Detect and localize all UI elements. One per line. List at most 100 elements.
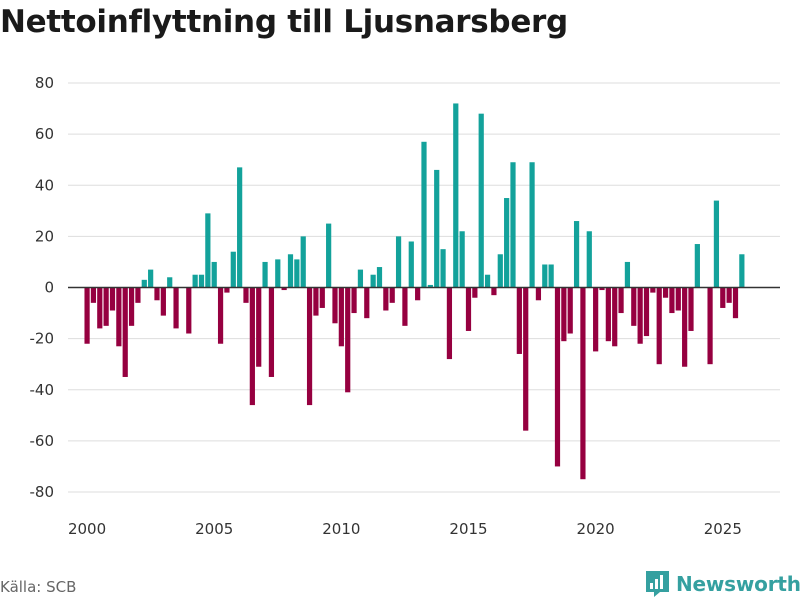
bar[interactable] — [453, 103, 459, 288]
bar[interactable] — [294, 259, 300, 288]
bar[interactable] — [128, 287, 135, 326]
bar[interactable] — [141, 279, 147, 288]
bar[interactable] — [529, 162, 535, 288]
bar[interactable] — [593, 287, 599, 352]
bar[interactable] — [116, 287, 122, 347]
bar[interactable] — [300, 236, 306, 288]
bar[interactable] — [364, 287, 370, 319]
bar[interactable] — [682, 287, 688, 367]
bar[interactable] — [306, 287, 313, 406]
bar[interactable] — [446, 287, 453, 360]
bar[interactable] — [624, 261, 631, 288]
bar[interactable] — [319, 287, 325, 308]
bar[interactable] — [217, 287, 224, 344]
bar[interactable] — [580, 287, 586, 480]
bar[interactable] — [408, 241, 414, 288]
bar[interactable] — [650, 287, 656, 293]
bar[interactable] — [211, 261, 217, 288]
bar[interactable] — [434, 169, 440, 288]
bar[interactable] — [586, 231, 592, 288]
bar[interactable] — [345, 287, 351, 393]
bar[interactable] — [237, 167, 243, 288]
bar[interactable] — [637, 287, 643, 344]
bar[interactable] — [97, 287, 103, 329]
bar[interactable] — [230, 251, 236, 288]
bar[interactable] — [631, 287, 637, 326]
bar[interactable] — [732, 287, 739, 319]
bar[interactable] — [427, 284, 433, 288]
bar[interactable] — [605, 287, 611, 342]
bar[interactable] — [707, 287, 713, 365]
bar[interactable] — [370, 274, 376, 288]
bar[interactable] — [497, 254, 503, 288]
bar[interactable] — [192, 274, 198, 288]
bar[interactable] — [135, 287, 141, 303]
bar[interactable] — [154, 287, 160, 301]
bar[interactable] — [516, 287, 522, 354]
bar[interactable] — [662, 287, 669, 298]
bar[interactable] — [567, 287, 573, 334]
bar[interactable] — [599, 287, 605, 291]
bar[interactable] — [491, 287, 497, 296]
bar[interactable] — [90, 287, 97, 303]
bar[interactable] — [357, 269, 364, 288]
bar[interactable] — [618, 287, 624, 314]
bar[interactable] — [351, 287, 357, 314]
bar[interactable] — [383, 287, 389, 311]
bar[interactable] — [167, 277, 173, 288]
bar[interactable] — [275, 259, 281, 288]
bar[interactable] — [421, 141, 427, 288]
bar[interactable] — [669, 287, 675, 314]
bar[interactable] — [198, 274, 205, 288]
bar[interactable] — [561, 287, 567, 342]
bar[interactable] — [243, 287, 249, 303]
bar[interactable] — [376, 267, 383, 288]
bar[interactable] — [84, 287, 90, 344]
bar[interactable] — [205, 213, 211, 288]
bar[interactable] — [281, 287, 287, 291]
brand-logo[interactable]: Newsworthy — [645, 569, 800, 599]
bar[interactable] — [510, 162, 516, 288]
bar[interactable] — [573, 221, 580, 288]
bar[interactable] — [720, 287, 726, 308]
bar[interactable] — [554, 287, 561, 467]
bar[interactable] — [478, 113, 484, 288]
bar[interactable] — [160, 287, 166, 316]
bar[interactable] — [542, 264, 548, 288]
bar[interactable] — [415, 287, 421, 301]
bar[interactable] — [465, 287, 472, 331]
bar[interactable] — [643, 287, 650, 337]
bar[interactable] — [484, 274, 491, 288]
bar[interactable] — [256, 287, 262, 367]
bar[interactable] — [535, 287, 542, 301]
bar[interactable] — [389, 287, 395, 303]
bar[interactable] — [186, 287, 192, 334]
bar[interactable] — [332, 287, 338, 324]
bar[interactable] — [675, 287, 681, 311]
bar[interactable] — [688, 287, 694, 331]
bar[interactable] — [504, 198, 510, 288]
bar[interactable] — [173, 287, 179, 329]
bar[interactable] — [313, 287, 319, 316]
bar[interactable] — [326, 223, 332, 288]
bar[interactable] — [523, 287, 529, 431]
bar[interactable] — [612, 287, 618, 347]
bar[interactable] — [472, 287, 478, 298]
bar[interactable] — [440, 249, 446, 288]
bar[interactable] — [694, 244, 700, 288]
bar[interactable] — [338, 287, 344, 347]
bar[interactable] — [459, 231, 465, 288]
bar[interactable] — [402, 287, 408, 326]
bar[interactable] — [262, 261, 268, 288]
bar[interactable] — [739, 254, 745, 288]
bar[interactable] — [287, 254, 294, 288]
bar[interactable] — [103, 287, 109, 326]
bar[interactable] — [395, 236, 402, 288]
bar[interactable] — [224, 287, 230, 293]
bar[interactable] — [249, 287, 255, 406]
bar[interactable] — [548, 264, 554, 288]
bar[interactable] — [713, 200, 720, 288]
bar[interactable] — [122, 287, 128, 377]
bar[interactable] — [148, 269, 154, 288]
bar[interactable] — [656, 287, 662, 365]
